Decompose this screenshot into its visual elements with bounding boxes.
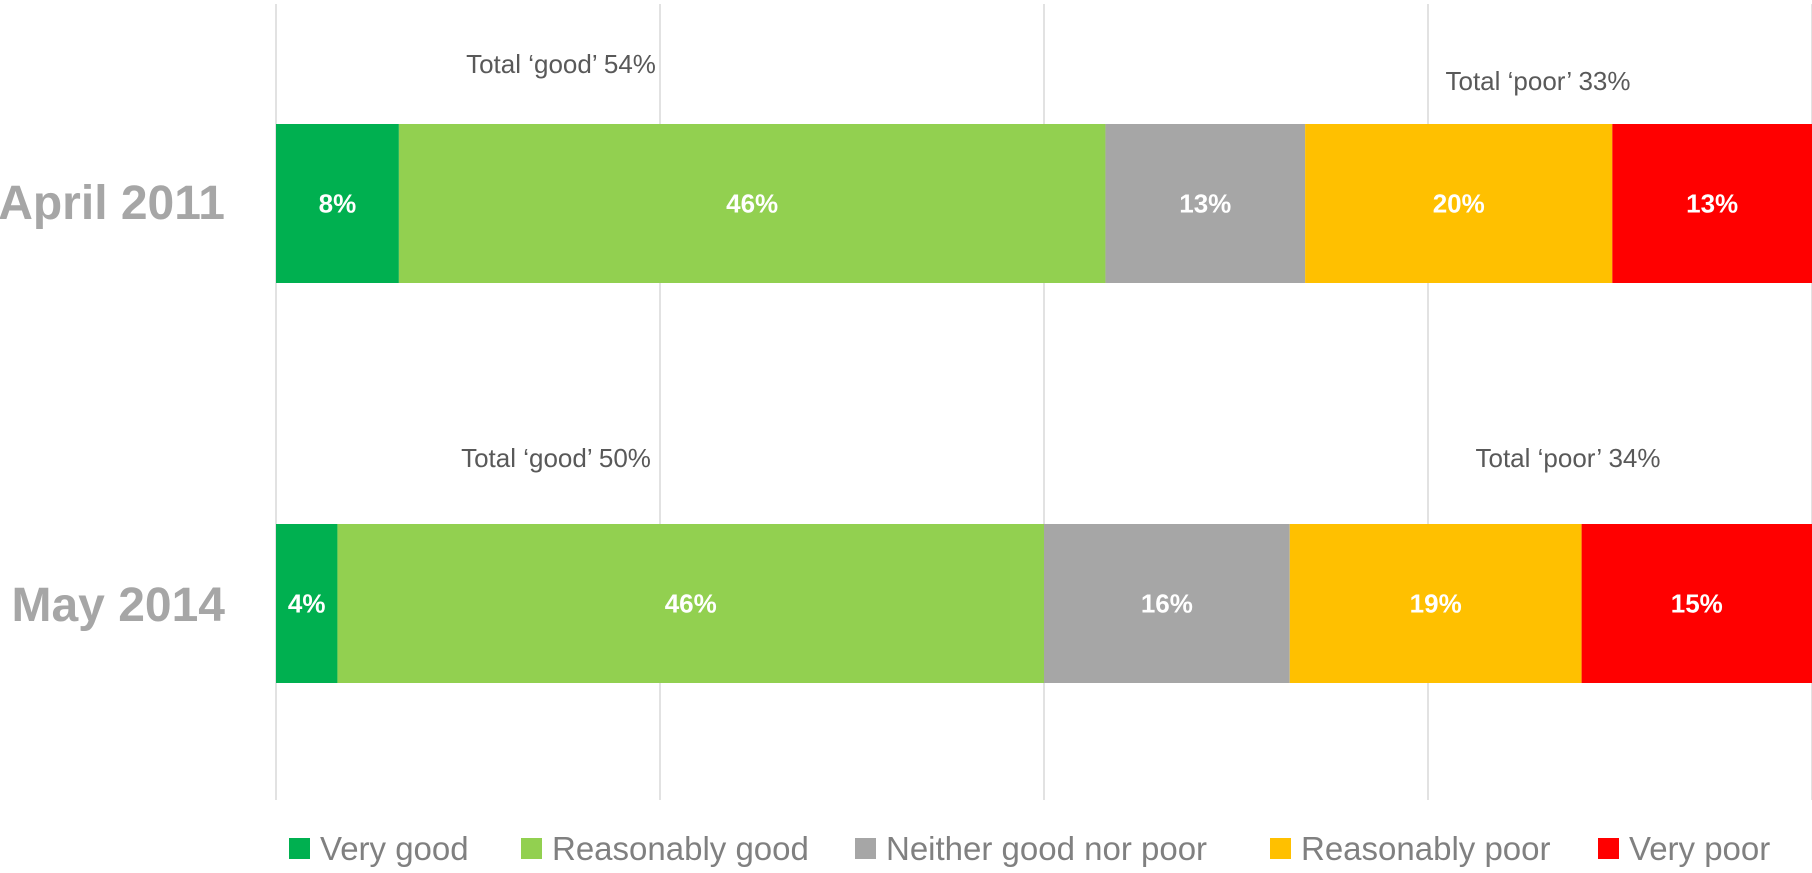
bar-segment — [1612, 124, 1812, 283]
bar-segment — [1289, 524, 1582, 683]
category-label: May 2014 — [12, 579, 226, 632]
data-label: 46% — [726, 189, 778, 219]
legend-swatch — [289, 838, 310, 859]
data-label: 4% — [288, 589, 326, 619]
total-poor-annotation: Total ‘poor’ 33% — [1446, 66, 1631, 96]
legend-swatch — [521, 838, 542, 859]
data-label: 15% — [1671, 589, 1723, 619]
legend-swatch — [1270, 838, 1291, 859]
data-label: 16% — [1141, 589, 1193, 619]
data-label: 8% — [319, 189, 357, 219]
labels: April 2011 8% 46% 13% 20% 13% Total ‘good’ 54%… — [0, 49, 1738, 632]
bar-segment — [1305, 124, 1613, 283]
bar-segment — [398, 124, 1106, 283]
legend-label: Neither good nor poor — [886, 830, 1207, 867]
bar-segment — [337, 524, 1044, 683]
legend-label: Very good — [320, 830, 469, 867]
bar-segment — [276, 524, 338, 683]
data-label: 19% — [1410, 589, 1462, 619]
bars — [276, 124, 1812, 683]
total-good-annotation: Total ‘good’ 50% — [461, 443, 651, 473]
bar-segment — [1105, 124, 1306, 283]
bar-segment — [276, 124, 399, 283]
total-poor-annotation: Total ‘poor’ 34% — [1476, 443, 1661, 473]
data-label: 13% — [1686, 189, 1738, 219]
data-label: 13% — [1179, 189, 1231, 219]
bar-segment — [1581, 524, 1812, 683]
total-good-annotation: Total ‘good’ 54% — [466, 49, 656, 79]
legend-swatch — [1598, 838, 1619, 859]
legend-label: Reasonably good — [552, 830, 809, 867]
legend: Very good Reasonably good Neither good nor… — [289, 830, 1770, 867]
legend-swatch — [855, 838, 876, 859]
bar-segment — [1044, 524, 1290, 683]
data-label: 46% — [665, 589, 717, 619]
legend-label: Reasonably poor — [1301, 830, 1551, 867]
data-label: 20% — [1433, 189, 1485, 219]
category-label: April 2011 — [0, 177, 225, 230]
legend-label: Very poor — [1629, 830, 1770, 867]
